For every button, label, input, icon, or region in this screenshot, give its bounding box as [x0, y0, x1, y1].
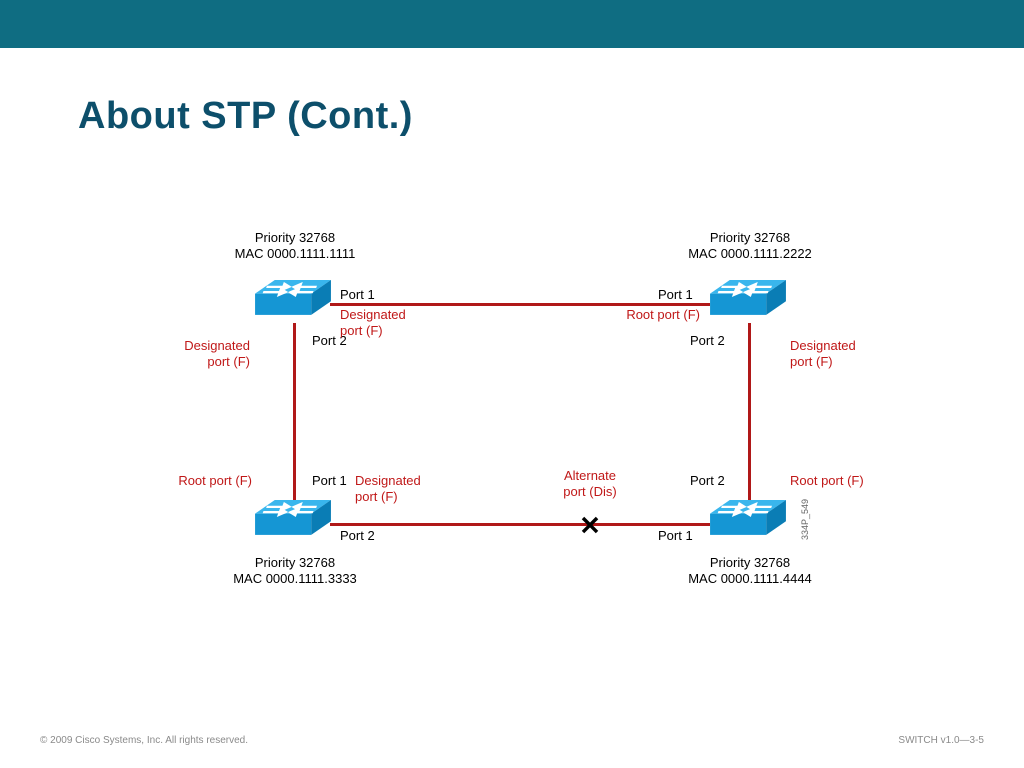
switch-tl-info: Priority 32768 MAC 0000.1111.1111 [215, 230, 375, 263]
footer-slide-ref: SWITCH v1.0—3-5 [898, 735, 984, 746]
role-bl-right: Designatedport (F) [355, 473, 421, 506]
switch-bl-info: Priority 32768 MAC 0000.1111.3333 [215, 555, 375, 588]
link-right [748, 323, 751, 501]
link-top [330, 303, 710, 306]
role-tr-down: Designatedport (F) [790, 338, 856, 371]
link-bottom [330, 523, 710, 526]
switch-br [710, 500, 786, 544]
switch-tl-mac: MAC 0000.1111.1111 [235, 246, 356, 261]
bl-port2: Port 2 [340, 528, 375, 544]
figure-ref: 334P_549 [800, 499, 810, 540]
switch-bl-priority: Priority 32768 [255, 555, 335, 570]
bl-port1: Port 1 [312, 473, 347, 489]
switch-bl [255, 500, 331, 544]
switch-tl-priority: Priority 32768 [255, 230, 335, 245]
switch-br-priority: Priority 32768 [710, 555, 790, 570]
blocked-x-icon: ✕ [579, 511, 601, 542]
switch-tr [710, 280, 786, 324]
switch-tl [255, 280, 331, 324]
br-port1: Port 1 [658, 528, 693, 544]
switch-tr-priority: Priority 32768 [710, 230, 790, 245]
role-tl-right: Designatedport (F) [340, 307, 406, 340]
role-tr-left: Root port (F) [600, 307, 700, 323]
tr-port2: Port 2 [690, 333, 725, 349]
tl-port1: Port 1 [340, 287, 375, 303]
switch-bl-mac: MAC 0000.1111.3333 [233, 571, 357, 586]
switch-tr-mac: MAC 0000.1111.2222 [688, 246, 812, 261]
role-br-up: Root port (F) [790, 473, 864, 489]
switch-tr-info: Priority 32768 MAC 0000.1111.2222 [670, 230, 830, 263]
switch-br-info: Priority 32768 MAC 0000.1111.4444 [670, 555, 830, 588]
link-left [293, 323, 296, 501]
footer-copyright: © 2009 Cisco Systems, Inc. All rights re… [40, 735, 248, 746]
switch-br-mac: MAC 0000.1111.4444 [688, 571, 812, 586]
slide-title: About STP (Cont.) [78, 95, 413, 138]
tr-port1: Port 1 [658, 287, 693, 303]
stp-diagram: ✕ [180, 210, 860, 620]
role-br-left: Alternateport (Dis) [550, 468, 630, 501]
top-bar [0, 0, 1024, 48]
br-port2: Port 2 [690, 473, 725, 489]
role-tl-down: Designatedport (F) [170, 338, 250, 371]
role-bl-up: Root port (F) [162, 473, 252, 489]
